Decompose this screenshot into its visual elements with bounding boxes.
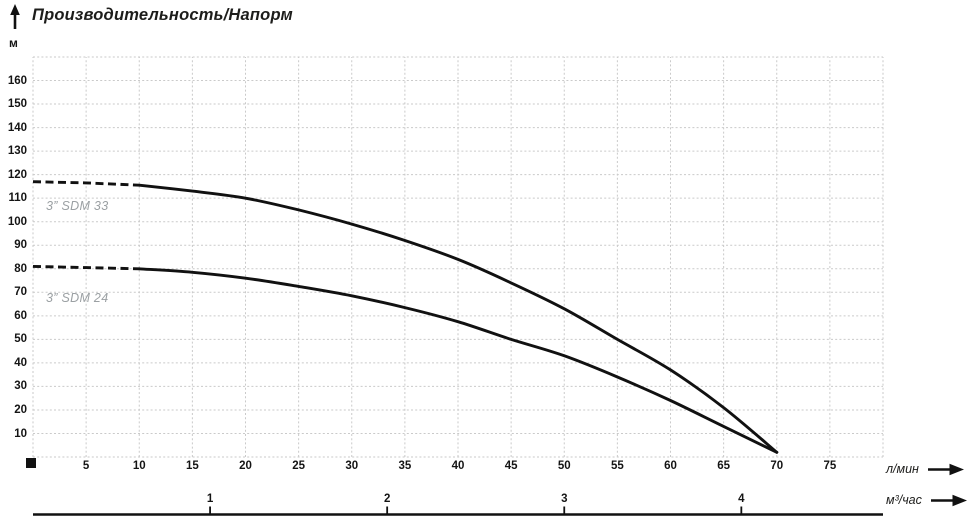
x-axis-lmin-unit-row: л/мин	[886, 461, 964, 477]
curve-dashed-sdm33	[32, 180, 140, 187]
y-axis-unit-label: м	[9, 36, 18, 50]
curve-dashed-sdm24	[32, 264, 140, 271]
up-arrow-icon	[10, 4, 20, 29]
x-axis-m3h-unit-row: м³/час	[886, 492, 967, 508]
series-label-sdm24: 3” SDM 24	[46, 291, 109, 305]
right-arrow-icon	[930, 494, 967, 506]
curve-solid-sdm33	[137, 183, 779, 454]
right-arrow-icon	[927, 463, 964, 475]
x-axis-m3h-unit-label: м³/час	[886, 493, 922, 507]
curve-solid-sdm24	[137, 267, 779, 454]
chart-title: Производительность/Напорм	[32, 6, 293, 24]
x-axis-lmin-unit-label: л/мин	[886, 462, 919, 476]
origin-square-marker	[26, 458, 36, 468]
series-label-sdm33: 3” SDM 33	[46, 199, 109, 213]
